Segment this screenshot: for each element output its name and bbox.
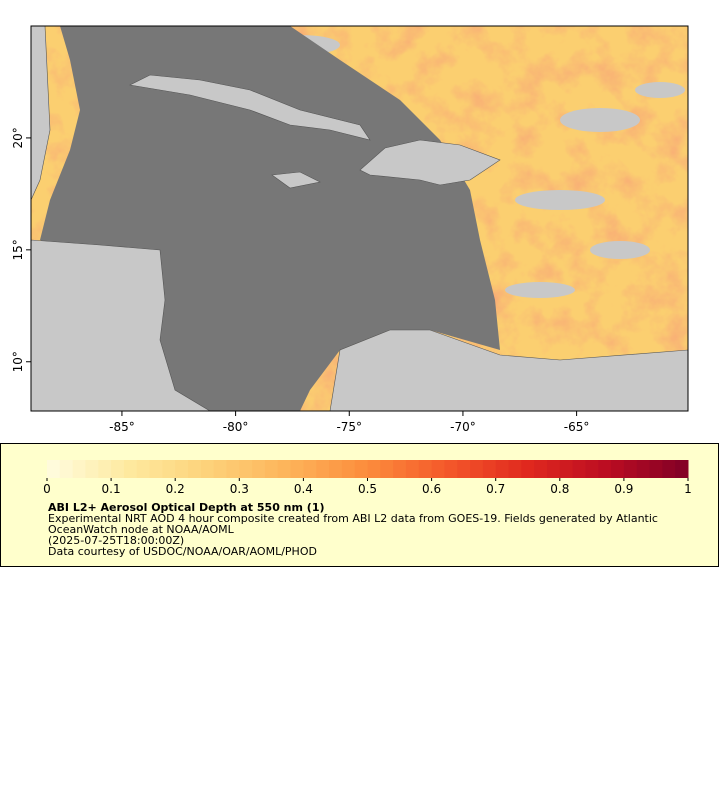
x-tick-label: -80° — [223, 420, 249, 434]
colorbar-swatch — [521, 460, 535, 478]
colorbar-tick-label: 0.3 — [230, 482, 249, 496]
colorbar-swatch — [585, 460, 599, 478]
colorbar-swatch — [572, 460, 586, 478]
colorbar-tick-label: 0 — [43, 482, 51, 496]
colorbar-swatch — [611, 460, 625, 478]
colorbar-swatch — [508, 460, 522, 478]
colorbar-swatch — [495, 460, 510, 478]
colorbar-swatch — [393, 460, 407, 478]
colorbar-swatch — [316, 460, 330, 478]
colorbar-tick-label: 0.4 — [294, 482, 313, 496]
colorbar-tick-label: 0.1 — [102, 482, 121, 496]
y-tick-label: 10° — [11, 351, 25, 372]
colorbar-tick-label: 0.9 — [614, 482, 633, 496]
colorbar-tick-label: 0.8 — [550, 482, 569, 496]
legend-line: OceanWatch node at NOAA/AOML — [48, 523, 235, 536]
legend-line: Data courtesy of USDOC/NOAA/OAR/AOML/PHO… — [48, 545, 317, 558]
legend-line: (2025-07-25T18:00:00Z) — [48, 534, 184, 547]
colorbar-swatch — [303, 460, 317, 478]
colorbar-swatch — [534, 460, 548, 478]
colorbar-swatch — [559, 460, 574, 478]
colorbar-swatch — [431, 460, 445, 478]
colorbar-swatch — [175, 460, 189, 478]
colorbar-swatch — [470, 460, 484, 478]
colorbar-swatch — [482, 460, 497, 478]
map — [31, 26, 688, 411]
x-tick-label: -70° — [450, 420, 476, 434]
colorbar-swatch — [457, 460, 471, 478]
colorbar-swatch — [59, 460, 74, 478]
colorbar-swatch — [649, 460, 663, 478]
y-tick-label: 20° — [11, 127, 25, 148]
x-tick-label: -65° — [564, 420, 590, 434]
colorbar-swatch — [47, 460, 61, 478]
colorbar-swatch — [239, 460, 253, 478]
colorbar-swatch — [136, 460, 151, 478]
colorbar-swatch — [277, 460, 292, 478]
colorbar-swatch — [226, 460, 240, 478]
colorbar-swatch — [354, 460, 368, 478]
colorbar-swatch — [636, 460, 651, 478]
colorbar-tick-label: 0.7 — [486, 482, 505, 496]
colorbar-tick-label: 1 — [684, 482, 692, 496]
colorbar-swatch — [200, 460, 215, 478]
colorbar-swatch — [85, 460, 99, 478]
colorbar-swatch — [662, 460, 676, 478]
colorbar-swatch — [111, 460, 125, 478]
colorbar-swatch — [341, 460, 356, 478]
colorbar-swatch — [598, 460, 612, 478]
map-frame — [30, 25, 689, 412]
legend-title: ABI L2+ Aerosol Optical Depth at 550 nm … — [48, 501, 325, 514]
colorbar-swatch — [72, 460, 86, 478]
colorbar-swatch — [98, 460, 112, 478]
colorbar-swatch — [264, 460, 279, 478]
colorbar-swatch — [213, 460, 227, 478]
colorbar-tick-label: 0.5 — [358, 482, 377, 496]
colorbar-tick-label: 0.2 — [166, 482, 185, 496]
colorbar-tick-label: 0.6 — [422, 482, 441, 496]
colorbar-swatch — [623, 460, 638, 478]
legend-line: Experimental NRT AOD 4 hour composite cr… — [48, 512, 658, 525]
colorbar-swatch — [380, 460, 394, 478]
colorbar-swatch — [188, 460, 202, 478]
land — [31, 26, 688, 411]
colorbar-swatch — [252, 460, 266, 478]
colorbar-swatch — [162, 460, 176, 478]
colorbar-swatch — [405, 460, 420, 478]
colorbar-swatch — [546, 460, 561, 478]
x-tick-label: -75° — [336, 420, 362, 434]
x-tick-label: -85° — [109, 420, 135, 434]
colorbar-swatch — [444, 460, 458, 478]
colorbar-swatch — [329, 460, 343, 478]
colorbar-swatch — [675, 460, 689, 478]
colorbar-swatch — [149, 460, 163, 478]
colorbar-swatch — [367, 460, 381, 478]
colorbar-swatch — [418, 460, 433, 478]
y-tick-label: 15° — [11, 239, 25, 260]
colorbar-swatch — [123, 460, 138, 478]
colorbar-swatch — [290, 460, 304, 478]
